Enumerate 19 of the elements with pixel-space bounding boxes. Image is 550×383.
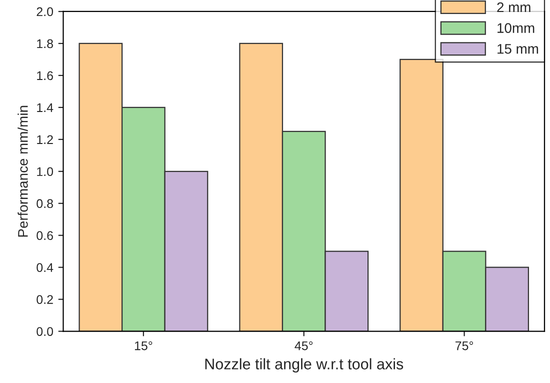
- y-axis-title: Performance mm/min: [18, 106, 28, 237]
- y-tick-label: 1.4: [37, 103, 54, 112]
- x-tick-label: 75°: [455, 341, 473, 350]
- legend-label: 2 mm: [497, 2, 530, 12]
- y-tick-label: 1.2: [37, 135, 53, 144]
- y-tick-label: 0.8: [36, 199, 53, 208]
- x-tick-label: 45°: [294, 341, 313, 350]
- x-axis-title: Nozzle tilt angle w.r.t tool axis: [205, 358, 404, 372]
- y-tick-label: 2.0: [36, 7, 54, 16]
- y-tick-label: 0.4: [36, 263, 54, 272]
- y-tick-label: 0.2: [36, 295, 53, 304]
- x-tick-label: 15°: [134, 341, 152, 350]
- y-tick-label: 1.0: [37, 167, 54, 176]
- y-tick-label: 0.6: [36, 231, 53, 240]
- y-tick-label: 1.6: [37, 71, 53, 80]
- y-tick-label: 0.0: [36, 327, 54, 336]
- legend-label: 15 mm: [498, 44, 538, 54]
- legend-label: 10mm: [498, 23, 534, 33]
- y-tick-label: 1.8: [37, 39, 53, 48]
